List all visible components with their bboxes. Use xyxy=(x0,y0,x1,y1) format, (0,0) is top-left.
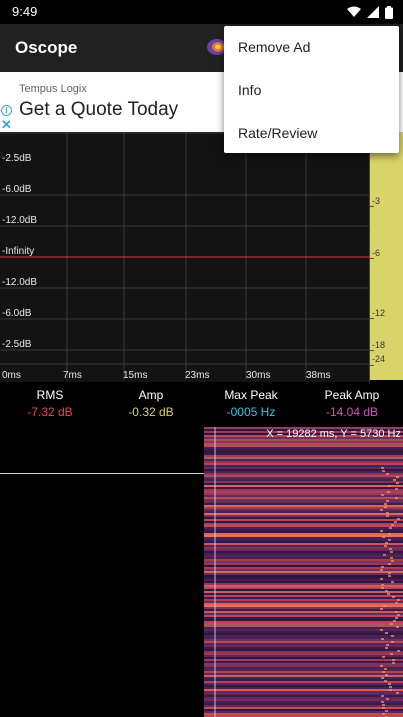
x-label: 30ms xyxy=(246,370,271,381)
meter-tick: -3 xyxy=(372,196,381,206)
y-label: -12.0dB xyxy=(2,277,38,288)
meter-tick: -12 xyxy=(372,308,386,318)
y-label: -Infinity xyxy=(2,246,35,257)
stat-value: -7.32 dB xyxy=(27,405,73,419)
menu-item-rate-review[interactable]: Rate/Review xyxy=(238,125,318,141)
ad-close-icon[interactable]: ✕ xyxy=(1,117,12,132)
signal-icon xyxy=(367,6,379,18)
meter-tick-line xyxy=(370,350,374,351)
stat-label: Peak Amp xyxy=(324,388,380,402)
status-icons xyxy=(347,5,393,19)
wifi-icon xyxy=(347,6,361,17)
stat-value: -14.04 dB xyxy=(325,405,379,419)
scope-grid xyxy=(0,132,370,380)
stat-label: Max Peak xyxy=(224,388,278,402)
y-label: -12.0dB xyxy=(2,215,38,226)
stat-max-peak: Max Peak -0005 Hz xyxy=(201,387,301,421)
ad-info-icon[interactable]: i xyxy=(1,105,12,116)
meter-tick: -6 xyxy=(372,248,381,258)
oscilloscope-view[interactable]: -2.5dB -6.0dB -12.0dB -Infinity -12.0dB … xyxy=(0,132,370,382)
meter-tick-line xyxy=(370,365,374,366)
x-label: 38ms xyxy=(306,370,331,381)
x-label: 0ms xyxy=(2,370,21,381)
app-logo-icon xyxy=(207,39,227,55)
status-bar: 9:49 xyxy=(0,0,403,24)
level-meter: -3 -6 -12 -18 -24 xyxy=(370,132,403,380)
status-time: 9:49 xyxy=(12,4,38,19)
app-title: Oscope xyxy=(15,38,78,57)
ad-sponsor: Tempus Logix xyxy=(19,83,87,95)
y-label: -2.5dB xyxy=(2,153,32,164)
battery-icon xyxy=(385,5,393,19)
stat-value: -0.32 dB xyxy=(128,405,174,419)
overflow-menu: Remove Ad Info Rate/Review xyxy=(224,26,399,153)
stat-amp: Amp -0.32 dB xyxy=(101,387,201,421)
stat-value: -0005 Hz xyxy=(226,405,276,419)
meter-tick-line xyxy=(370,206,374,207)
meter-tick: -18 xyxy=(372,340,386,350)
x-label: 15ms xyxy=(123,370,148,381)
stat-label: Amp xyxy=(138,388,164,402)
stat-peak-amp: Peak Amp -14.04 dB xyxy=(302,387,402,421)
stat-label: RMS xyxy=(36,388,64,402)
menu-item-info[interactable]: Info xyxy=(238,82,262,98)
spectrogram-coordinates: X = 19282 ms, Y = 5730 Hz xyxy=(266,428,401,440)
menu-item-remove-ad[interactable]: Remove Ad xyxy=(238,39,311,55)
y-label: -6.0dB xyxy=(2,308,32,319)
meter-tick: -24 xyxy=(372,354,386,364)
stat-rms: RMS -7.32 dB xyxy=(0,387,100,421)
stats-panel: RMS -7.32 dB Amp -0.32 dB Max Peak -0005… xyxy=(0,387,403,427)
x-label: 7ms xyxy=(63,370,82,381)
y-label: -2.5dB xyxy=(2,339,32,350)
spectrogram-image xyxy=(204,427,403,717)
spectrogram-view[interactable]: X = 19282 ms, Y = 5730 Hz xyxy=(204,427,403,717)
meter-tick-line xyxy=(370,258,374,259)
spectrum-line xyxy=(0,473,205,474)
y-label: -6.0dB xyxy=(2,184,32,195)
ad-headline[interactable]: Get a Quote Today xyxy=(19,99,179,120)
meter-tick-line xyxy=(370,318,374,319)
x-label: 23ms xyxy=(185,370,210,381)
